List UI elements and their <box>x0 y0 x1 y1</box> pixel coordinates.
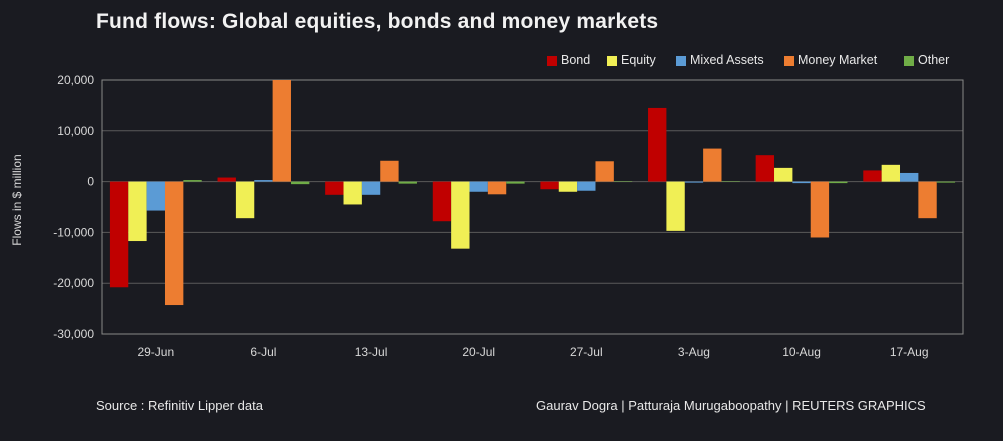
svg-text:20,000: 20,000 <box>57 73 94 87</box>
svg-text:10,000: 10,000 <box>57 124 94 138</box>
svg-text:20-Jul: 20-Jul <box>462 345 495 359</box>
svg-text:27-Jul: 27-Jul <box>570 345 603 359</box>
svg-text:6-Jul: 6-Jul <box>250 345 276 359</box>
svg-text:-20,000: -20,000 <box>53 276 94 290</box>
svg-text:-10,000: -10,000 <box>53 225 94 239</box>
svg-text:-30,000: -30,000 <box>53 327 94 341</box>
svg-text:13-Jul: 13-Jul <box>355 345 388 359</box>
svg-text:29-Jun: 29-Jun <box>137 345 174 359</box>
svg-text:17-Aug: 17-Aug <box>890 345 929 359</box>
svg-text:0: 0 <box>87 175 94 189</box>
svg-text:3-Aug: 3-Aug <box>678 345 710 359</box>
svg-text:10-Aug: 10-Aug <box>782 345 821 359</box>
